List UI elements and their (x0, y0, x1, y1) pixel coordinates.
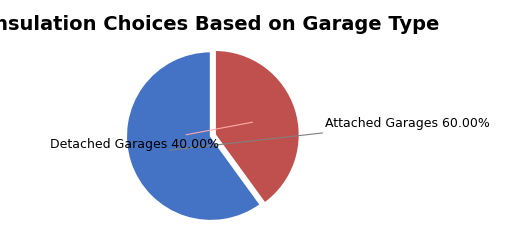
Text: Attached Garages 60.00%: Attached Garages 60.00% (169, 117, 489, 150)
Wedge shape (126, 51, 260, 221)
Text: Detached Garages 40.00%: Detached Garages 40.00% (49, 122, 252, 151)
Title: Insulation Choices Based on Garage Type: Insulation Choices Based on Garage Type (0, 15, 438, 34)
Wedge shape (215, 50, 299, 204)
